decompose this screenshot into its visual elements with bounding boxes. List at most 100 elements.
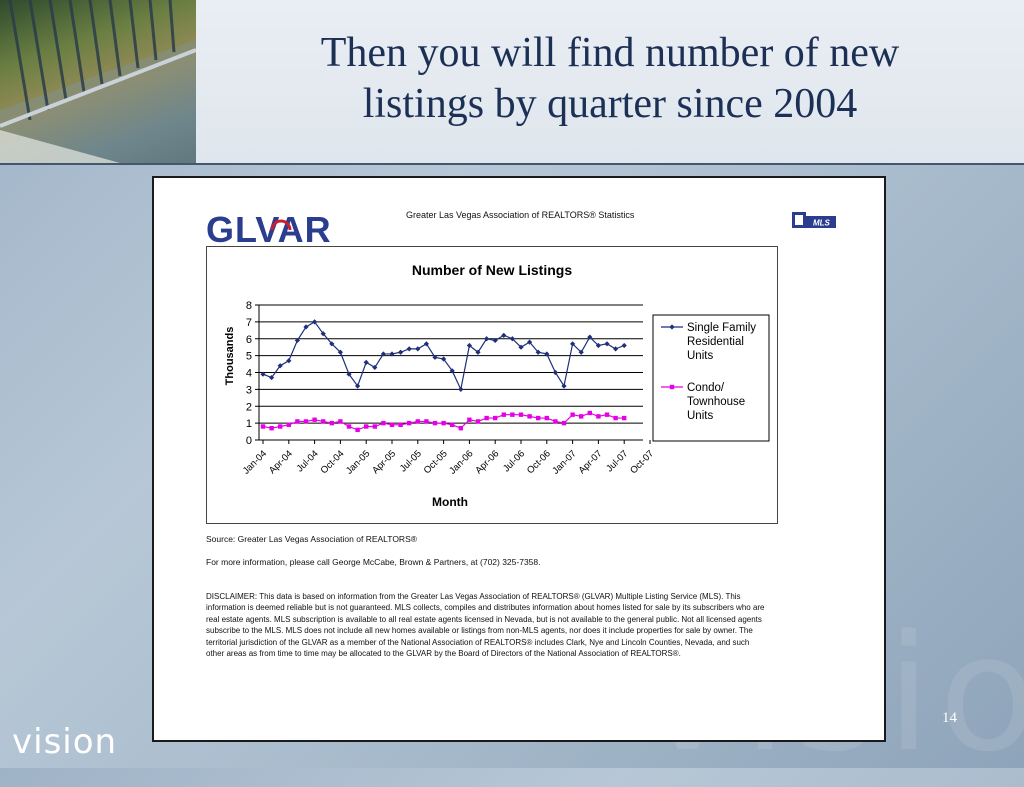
y-tick-label: 5 xyxy=(246,351,252,363)
slide-title-line-1: Then you will find number of new xyxy=(320,30,900,76)
data-point xyxy=(355,383,361,389)
slide-title: Then you will find number of new listing… xyxy=(220,28,1000,130)
data-point xyxy=(320,331,326,337)
y-tick-label: 6 xyxy=(246,334,252,346)
data-point xyxy=(449,368,455,374)
legend-label: Units xyxy=(687,350,713,362)
x-axis-label: Month xyxy=(432,495,468,509)
data-point xyxy=(432,354,438,360)
data-point xyxy=(467,417,472,422)
legend-label: Single Family xyxy=(687,322,756,334)
data-point xyxy=(398,349,404,355)
data-point xyxy=(303,324,309,330)
data-point xyxy=(518,412,524,417)
legend-label: Residential xyxy=(687,336,744,348)
data-point xyxy=(398,422,403,428)
data-point xyxy=(286,358,292,364)
data-point xyxy=(596,414,601,419)
mls-logo: MLS xyxy=(792,210,838,237)
glvar-logo: GLVAR xyxy=(204,208,344,253)
data-point xyxy=(579,414,584,419)
x-tick-label: Oct-05 xyxy=(422,448,450,476)
mls-logo-text: MLS xyxy=(813,219,831,228)
data-point xyxy=(527,339,533,345)
y-tick-label: 8 xyxy=(246,300,252,312)
x-tick-label: Jan-07 xyxy=(550,448,578,476)
data-point xyxy=(536,415,541,421)
data-point xyxy=(329,420,334,426)
legend-marker xyxy=(669,324,675,330)
data-point xyxy=(621,342,627,349)
legend-label: Townhouse xyxy=(687,396,745,408)
data-point xyxy=(561,383,567,389)
data-point xyxy=(364,424,369,429)
source-note: Source: Greater Las Vegas Association of… xyxy=(206,534,417,544)
data-point xyxy=(269,374,275,381)
data-point xyxy=(389,351,395,357)
y-tick-label: 0 xyxy=(246,435,252,447)
chart-title: Number of New Listings xyxy=(412,262,572,278)
x-tick-label: Jan-06 xyxy=(447,448,475,476)
glvar-logo-arc xyxy=(270,219,292,231)
glvar-logo-text: GLVAR xyxy=(206,209,332,248)
disclaimer-text: DISCLAIMER: This data is based on inform… xyxy=(206,592,765,659)
x-tick-label: Apr-05 xyxy=(370,448,398,476)
data-point xyxy=(423,341,429,347)
chart-grid xyxy=(259,304,643,424)
data-point xyxy=(277,363,283,369)
data-point xyxy=(450,422,455,428)
data-point xyxy=(492,337,498,344)
statistics-document: GLVAR Greater Las Vegas Association of R… xyxy=(152,176,886,742)
x-tick-label: Jan-04 xyxy=(241,448,269,476)
data-point xyxy=(493,415,498,421)
data-point xyxy=(595,342,601,349)
data-point xyxy=(372,424,377,429)
data-point xyxy=(613,415,618,421)
y-tick-label: 4 xyxy=(246,368,252,380)
data-point xyxy=(458,425,463,431)
x-tick-label: Jan-05 xyxy=(344,448,372,476)
y-axis-label: Thousands xyxy=(224,327,236,386)
x-tick-label: Apr-07 xyxy=(577,448,605,476)
data-point xyxy=(510,412,515,417)
data-point xyxy=(552,369,558,376)
contact-info: For more information, please call George… xyxy=(206,557,541,567)
data-point xyxy=(424,419,429,424)
data-point xyxy=(372,364,378,371)
x-tick-label: Jul-04 xyxy=(295,448,321,474)
data-point xyxy=(527,414,532,419)
data-point xyxy=(294,337,300,344)
y-tick-label: 2 xyxy=(246,401,252,413)
data-point xyxy=(269,425,274,431)
x-tick-label: Oct-04 xyxy=(319,448,347,476)
data-point xyxy=(509,336,515,342)
y-tick-label: 3 xyxy=(246,384,252,396)
data-point xyxy=(415,419,420,424)
legend-marker xyxy=(669,384,675,390)
slide-title-line-2: listings by quarter since 2004 xyxy=(362,81,858,127)
chart-container: Number of New Listings Thousands Month 0… xyxy=(206,246,778,524)
data-point xyxy=(544,415,549,421)
data-point xyxy=(604,412,610,417)
x-tick-label: Jul-07 xyxy=(604,448,630,474)
data-point xyxy=(441,356,447,362)
vision-brand-text: vision xyxy=(12,722,118,762)
data-point xyxy=(286,422,291,428)
data-point xyxy=(587,410,592,416)
data-point xyxy=(346,371,352,377)
data-point xyxy=(441,420,446,426)
data-point xyxy=(501,332,507,338)
data-point xyxy=(389,422,395,428)
data-point xyxy=(278,424,283,429)
data-point xyxy=(407,420,412,426)
data-point xyxy=(321,419,326,424)
data-point xyxy=(380,351,386,357)
data-point xyxy=(406,346,412,352)
x-tick-label: Oct-07 xyxy=(628,448,656,476)
stats-heading: Greater Las Vegas Association of REALTOR… xyxy=(406,210,635,220)
y-tick-label: 1 xyxy=(246,418,252,430)
data-point xyxy=(260,371,266,377)
data-point xyxy=(475,349,481,355)
data-point xyxy=(475,419,481,424)
data-point xyxy=(544,351,550,357)
